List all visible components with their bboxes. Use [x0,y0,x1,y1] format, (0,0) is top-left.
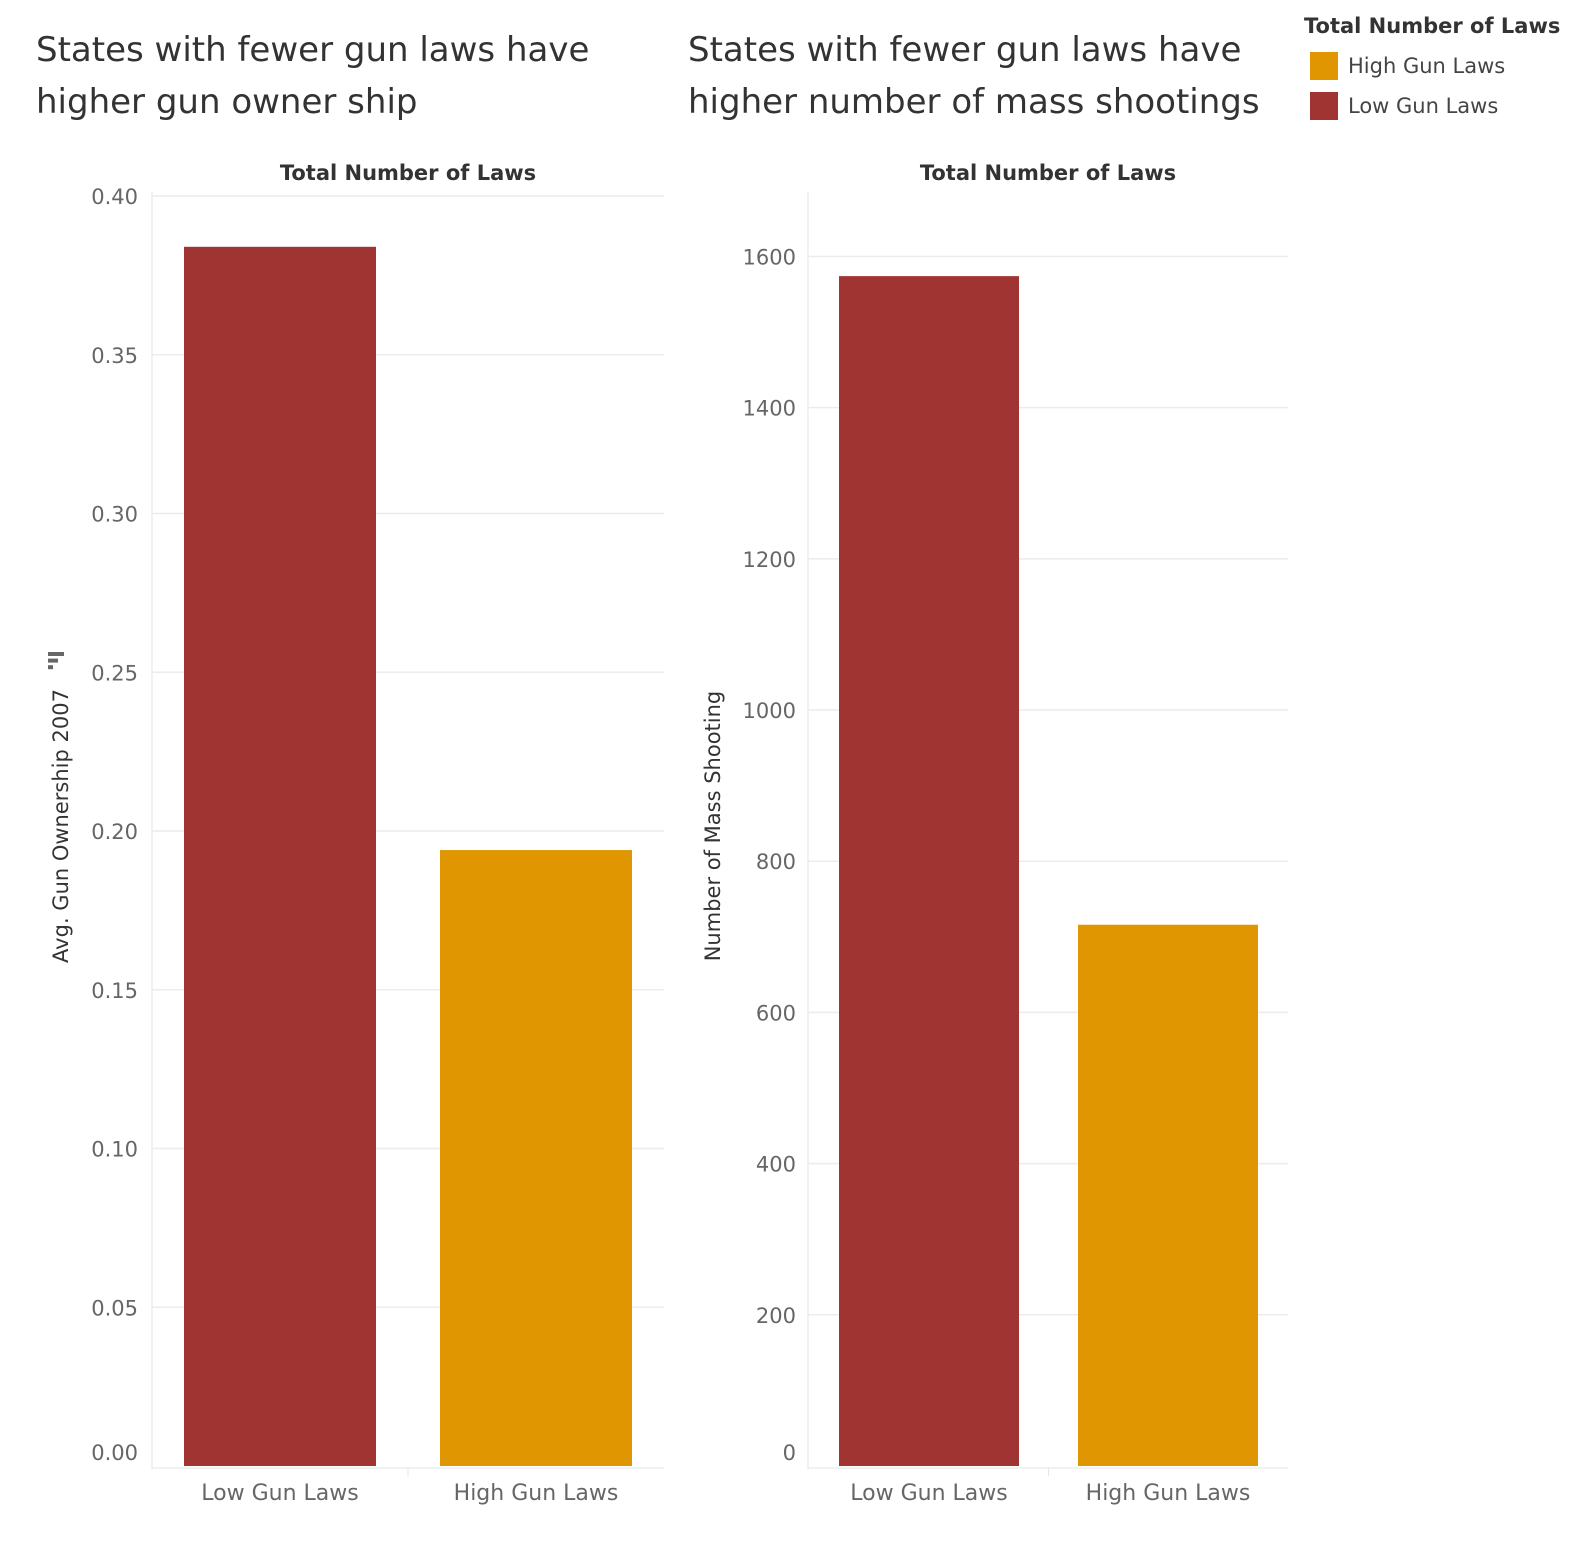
y-tick-label: 0.10 [91,1138,138,1162]
y-tick-label: 800 [756,850,796,874]
y-tick-label: 0.00 [91,1441,138,1465]
column-header: Total Number of Laws [280,161,536,185]
y-tick-label: 0.35 [91,344,138,368]
y-tick-label: 1600 [743,245,796,269]
y-axis-label: Avg. Gun Ownership 2007 [49,689,73,963]
y-axis-label: Number of Mass Shooting [701,691,725,962]
chart-title-mass-shootings: States with fewer gun laws have higher n… [688,24,1260,128]
y-tick-label: 0.30 [91,503,138,527]
y-tick-label: 0 [783,1441,796,1465]
y-tick-label: 1000 [743,699,796,723]
legend-title: Total Number of Laws [1304,14,1561,38]
y-tick-label: 0.25 [91,661,138,685]
x-category-label: High Gun Laws [1086,1481,1251,1506]
sort-icon[interactable] [48,652,64,670]
title-line-1: States with fewer gun laws have [688,30,1242,70]
legend-swatch-high [1310,52,1338,80]
bar-high-gun-laws [1078,924,1258,1466]
legend: Total Number of Laws High Gun Laws Low G… [1304,14,1560,126]
bar-low-gun-laws [184,246,376,1466]
y-tick-label: 0.20 [91,820,138,844]
x-category-label: Low Gun Laws [201,1481,358,1506]
y-tick-label: 0.15 [91,979,138,1003]
y-tick-label: 1400 [743,397,796,421]
title-line-1: States with fewer gun laws have [36,30,590,70]
y-tick-label: 200 [756,1304,796,1328]
y-tick-label: 600 [756,1001,796,1025]
legend-label-low: Low Gun Laws [1348,94,1499,118]
legend-item-low-gun-laws[interactable]: Low Gun Laws [1304,86,1560,126]
legend-item-high-gun-laws[interactable]: High Gun Laws [1304,46,1560,86]
x-category-label: High Gun Laws [454,1481,619,1506]
title-line-2: higher gun owner ship [36,82,418,122]
legend-label-high: High Gun Laws [1348,54,1506,78]
y-tick-label: 400 [756,1153,796,1177]
title-line-2: higher number of mass shootings [688,82,1260,122]
column-header: Total Number of Laws [920,161,1176,185]
chart-title-gun-ownership: States with fewer gun laws have higher g… [36,24,589,128]
y-tick-label: 0.40 [91,185,138,209]
legend-swatch-low [1310,92,1338,120]
y-tick-label: 0.05 [91,1296,138,1320]
y-tick-label: 1200 [743,548,796,572]
bar-high-gun-laws [440,850,632,1466]
bar-low-gun-laws [839,276,1019,1466]
x-category-label: Low Gun Laws [850,1481,1007,1506]
